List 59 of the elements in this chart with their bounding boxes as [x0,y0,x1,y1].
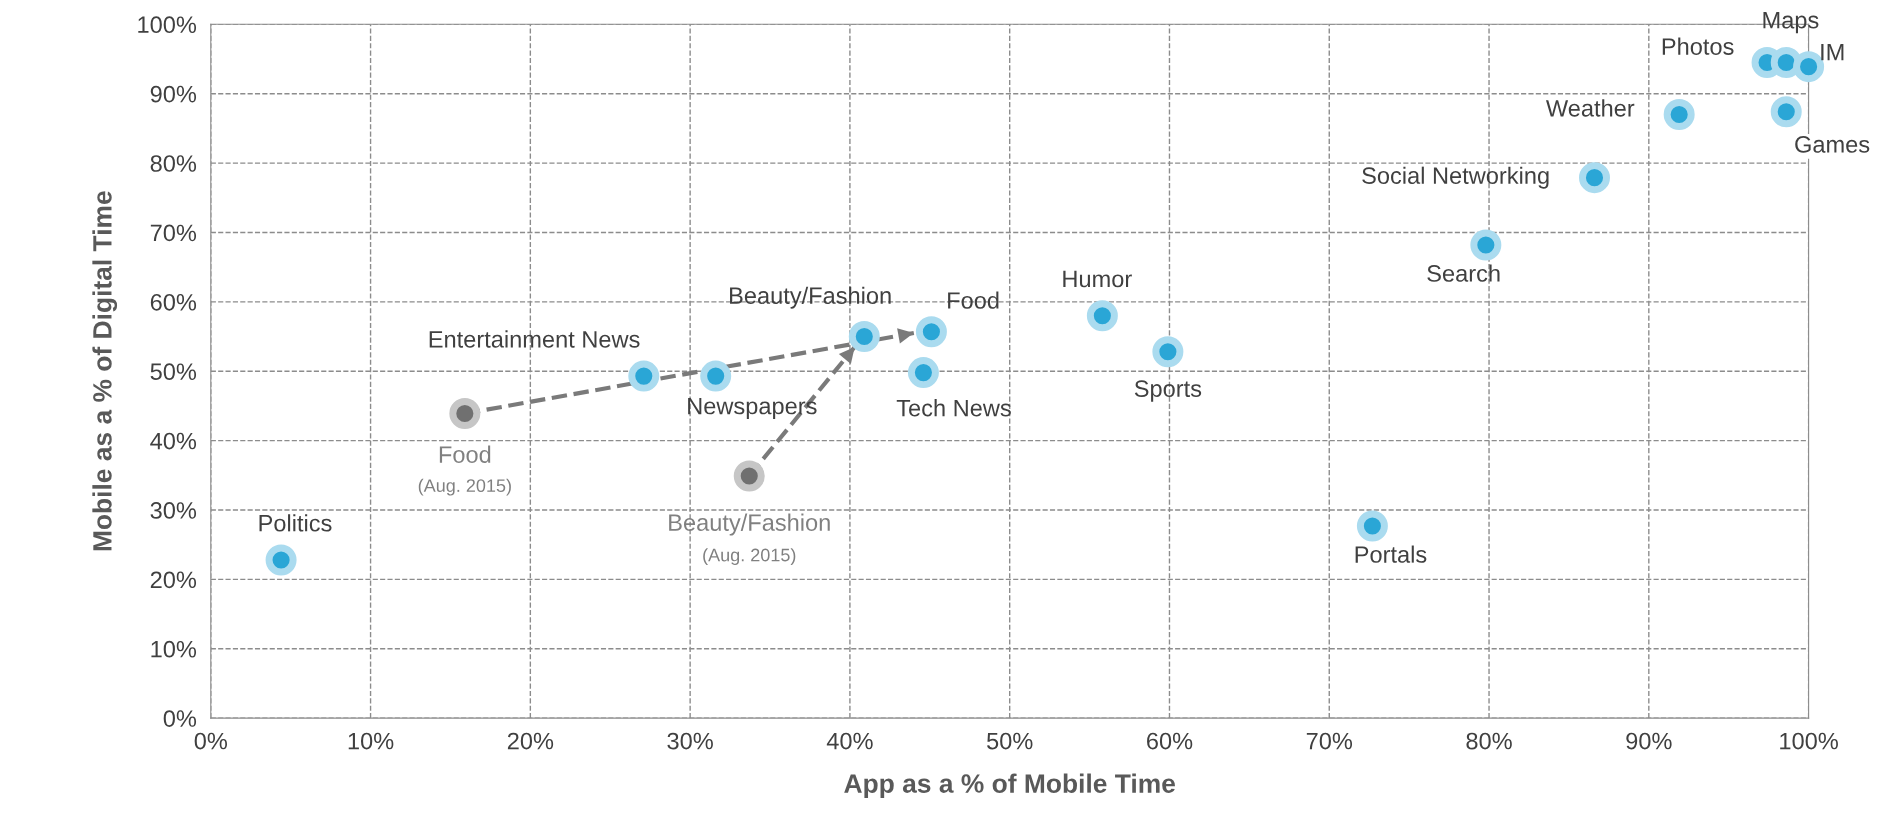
annotation: (Aug. 2015) [703,548,796,565]
x-axis-title: App as a % of Mobile Time [844,773,1175,799]
annotation: Weather [1545,99,1635,117]
annotation: Games [1795,136,1870,153]
point [848,321,880,353]
point [700,360,732,392]
y-tick-label: 40% [150,432,197,450]
annotation: Humor [1063,270,1132,288]
point [915,316,947,348]
y-tick-label: 10% [151,640,197,658]
annotation: Sports [1134,380,1202,402]
x-tick-label: 30% [667,732,713,750]
point [733,460,765,492]
point [1470,229,1502,261]
y-tick-label: 30% [150,502,197,519]
point [1152,336,1184,368]
y-tick-label: 70% [150,224,197,242]
point [449,398,481,430]
y-tick-label: 90% [150,85,197,103]
x-tick-label: 70% [1306,732,1353,750]
y-tick-label: 80% [150,155,197,172]
annotation: (Aug. 2015) [418,478,511,496]
x-tick-label: 80% [1466,732,1512,750]
y-tick-label: 60% [150,293,197,311]
point [907,357,939,389]
y-axis-title: Mobile as a % of Digital Time [92,191,118,551]
annotation: Politics [259,514,332,532]
x-tick-label: 10% [348,732,394,750]
x-tick-label: 20% [507,732,554,750]
annotation: Maps [1763,12,1819,34]
y-tick-label: 0% [163,710,197,727]
annotation: Newspapers [688,397,817,420]
y-tick-label: 100% [138,16,197,34]
annotation: IM [1821,43,1844,61]
annotation: Food [439,445,491,463]
annotation: Search [1427,264,1500,282]
annotation: Photos [1662,37,1734,55]
point [1663,99,1695,130]
x-tick-label: 60% [1147,732,1193,750]
annotation: Portals [1355,545,1427,563]
point [628,360,660,392]
x-tick-label: 40% [826,732,873,750]
point [265,544,297,576]
x-tick-label: 90% [1626,732,1672,750]
annotation: Tech News [896,399,1011,417]
annotation: Beauty/Fashion [730,286,891,309]
annotation: Food [948,291,999,309]
point [1579,162,1610,194]
x-tick-label: 0% [194,732,228,750]
point [1770,96,1802,128]
point [1086,300,1118,332]
point [1356,510,1388,542]
y-tick-label: 20% [150,571,197,589]
x-tick-label: 50% [987,732,1033,750]
annotation: Social Networking [1362,166,1549,189]
annotation: Entertainment News [429,330,640,348]
x-tick-label: 100% [1780,732,1838,750]
y-tick-label: 50% [150,363,197,381]
annotation: Beauty/Fashion [669,513,830,536]
